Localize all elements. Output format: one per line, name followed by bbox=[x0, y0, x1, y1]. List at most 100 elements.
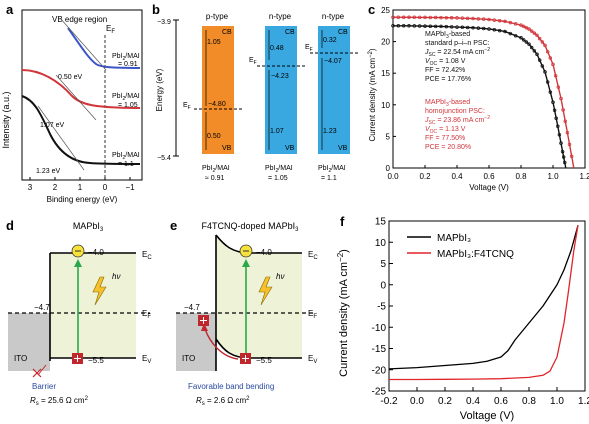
panel-c-point-1 bbox=[508, 20, 513, 25]
panel-c-point-0 bbox=[552, 108, 557, 113]
panel-c-point-1 bbox=[471, 16, 475, 21]
panel-e-ef: EF bbox=[308, 309, 317, 320]
svg-text:standard p–i–n PSC:: standard p–i–n PSC: bbox=[425, 40, 490, 47]
panel-c-point-1 bbox=[559, 96, 563, 101]
panel-c-point-1 bbox=[487, 17, 491, 22]
panel-f-xtick-label: 1.0 bbox=[550, 396, 564, 407]
panel-c-point-1 bbox=[513, 22, 518, 26]
panel-a-ef-label: EF bbox=[106, 24, 115, 35]
panel-f-xtick-label: 0.6 bbox=[494, 396, 508, 407]
panel-a-fit-1.05 bbox=[55, 74, 97, 121]
panel-c-xtick-label: 0.0 bbox=[387, 172, 399, 181]
panel-c-point-1 bbox=[551, 62, 555, 67]
panel-d-barrier-arrow bbox=[37, 364, 47, 376]
panel-c-point-0 bbox=[455, 25, 459, 29]
panel-c-point-1 bbox=[396, 15, 401, 19]
panel-f-yticks: 15 10 5 0 -5 -10 -15 -20 -25 bbox=[372, 217, 393, 398]
panel-label-f: f bbox=[340, 214, 345, 229]
panel-c-ytick-label: 15 bbox=[381, 69, 390, 78]
panel-f-frame bbox=[388, 220, 586, 392]
panel-e-title: F4TCNQ-doped MAPbI3 bbox=[202, 221, 300, 233]
panel-c-ytick-label: 0 bbox=[386, 164, 391, 173]
panel-a-ylabel: Intensity (a.u.) bbox=[1, 91, 11, 148]
svg-text:−4.23: −4.23 bbox=[271, 73, 289, 80]
panel-c-xtick-label: 0.8 bbox=[515, 172, 527, 181]
panel-c-xtick-label: 0.6 bbox=[483, 172, 495, 181]
panel-c-ytick-label: 10 bbox=[381, 101, 390, 110]
panel-c-point-0 bbox=[481, 26, 486, 31]
panel-c-xticks: 0.0 0.2 0.4 0.6 0.8 1.0 1.2 bbox=[387, 165, 589, 181]
panel-e-perovskite-region bbox=[216, 235, 302, 358]
panel-c-point-0 bbox=[561, 155, 566, 159]
panel-c-point-0 bbox=[444, 24, 449, 29]
panel-c-jv-chart: Current density (mA cm−2) 0 5 10 15 20 25 0.0… bbox=[368, 6, 589, 192]
panel-e-ito-level: −4.7 bbox=[184, 303, 200, 312]
svg-text:0.48: 0.48 bbox=[270, 45, 284, 52]
panel-c-point-0 bbox=[560, 149, 565, 154]
panel-a-xtick-neg1: −1 bbox=[125, 183, 135, 192]
panel-c-yticks: 0 5 10 15 20 25 bbox=[381, 6, 396, 173]
panel-f-legend-label-0: MAPbI₃ bbox=[437, 233, 471, 244]
panel-f-ytick-label: -20 bbox=[372, 365, 387, 376]
svg-text:PbI2/MAI: PbI2/MAI bbox=[265, 165, 293, 174]
panel-d-ito-level: −4.7 bbox=[34, 303, 50, 312]
panel-c-point-0 bbox=[401, 24, 406, 28]
panel-d-rs: Rs = 25.6 Ω cm2 bbox=[30, 396, 89, 407]
panel-c-xtick-label: 0.4 bbox=[451, 172, 463, 181]
panel-c-point-1 bbox=[391, 15, 395, 19]
panel-a-ratio-label-0.91: PbI2/MAI bbox=[112, 53, 140, 62]
panel-c-point-0 bbox=[521, 38, 526, 42]
svg-text:VB: VB bbox=[222, 145, 232, 152]
svg-text:VOC = 1.13 V: VOC = 1.13 V bbox=[425, 126, 466, 135]
panel-c-point-0 bbox=[396, 24, 401, 28]
panel-c-point-1 bbox=[529, 29, 534, 33]
panel-f-xtick-label: 0.8 bbox=[522, 396, 536, 407]
panel-c-ylabel: Current density (mA cm−2) bbox=[368, 48, 377, 141]
panel-c-point-0 bbox=[465, 25, 470, 30]
panel-b-col-ntype-2: n-type CB 0.32 EF −4.07 1.23 VB PbI2/MAI… bbox=[305, 12, 358, 182]
panel-c-point-0 bbox=[543, 70, 547, 74]
panel-f-ytick-label: -25 bbox=[372, 387, 387, 398]
panel-c-point-0 bbox=[471, 25, 475, 30]
panel-f-legend-label-1: MAPbI₃:F4TCNQ bbox=[437, 249, 514, 260]
panel-c-point-0 bbox=[537, 58, 542, 62]
panel-a-xtick-0: 0 bbox=[103, 183, 108, 192]
panel-a-ratio-label-1.1: PbI2/MAI bbox=[112, 152, 140, 161]
svg-text:CB: CB bbox=[222, 29, 232, 36]
svg-text:CB: CB bbox=[285, 29, 295, 36]
svg-text:PCE = 17.76%: PCE = 17.76% bbox=[425, 76, 471, 83]
panel-c-point-1 bbox=[565, 130, 570, 135]
svg-text:PbI2/MAI: PbI2/MAI bbox=[318, 165, 346, 174]
panel-f-xlabel: Voltage (V) bbox=[460, 410, 514, 422]
panel-a-frame bbox=[21, 9, 143, 181]
panel-d-ito-label: ITO bbox=[14, 354, 27, 363]
panel-f-xtick-label: 0.4 bbox=[466, 396, 480, 407]
panel-e-band-diagram: F4TCNQ-doped MAPbI3 −4.7 EC EF EV −4.0 −… bbox=[176, 221, 318, 407]
panel-c-point-1 bbox=[521, 24, 526, 29]
panel-a-curve-1.05 bbox=[21, 69, 141, 109]
svg-text:−4.80: −4.80 bbox=[208, 101, 226, 108]
panel-c-point-0 bbox=[529, 45, 534, 50]
panel-c-point-1 bbox=[569, 154, 574, 158]
panel-a-xtick-2: 2 bbox=[53, 183, 58, 192]
panel-c-point-0 bbox=[407, 24, 411, 28]
panel-e-ito-region bbox=[176, 313, 216, 371]
panel-c-point-1 bbox=[423, 15, 427, 20]
panel-b-ybottom: −5.4 bbox=[157, 155, 171, 162]
panel-b-ptype-ef: EF bbox=[183, 102, 191, 111]
panel-a-ratio-label-1.05: PbI2/MAI bbox=[112, 93, 140, 102]
panel-c-black-annotation: MAPbI3-based standard p–i–n PSC: JSC = 2… bbox=[424, 31, 490, 83]
panel-a-xlabel: Binding energy (eV) bbox=[47, 195, 118, 204]
panel-c-point-1 bbox=[561, 108, 565, 112]
panel-c-ytick-label: 20 bbox=[381, 38, 390, 47]
panel-d-note: Barrier bbox=[32, 382, 56, 391]
panel-a-xtick-3: 3 bbox=[28, 183, 33, 192]
panel-f-legend: MAPbI₃ MAPbI₃:F4TCNQ bbox=[407, 233, 514, 260]
svg-text:FF = 77.50%: FF = 77.50% bbox=[425, 135, 465, 142]
panel-f-xtick-label: 1.2 bbox=[578, 396, 589, 407]
panel-c-point-0 bbox=[559, 141, 563, 145]
panel-a-xps: Intensity (a.u.) VB edge region EF PbI2/… bbox=[1, 9, 143, 204]
panel-c-point-1 bbox=[535, 33, 539, 38]
panel-a-curve-0.91 bbox=[67, 27, 141, 69]
panel-e-ito-label: ITO bbox=[182, 354, 195, 363]
